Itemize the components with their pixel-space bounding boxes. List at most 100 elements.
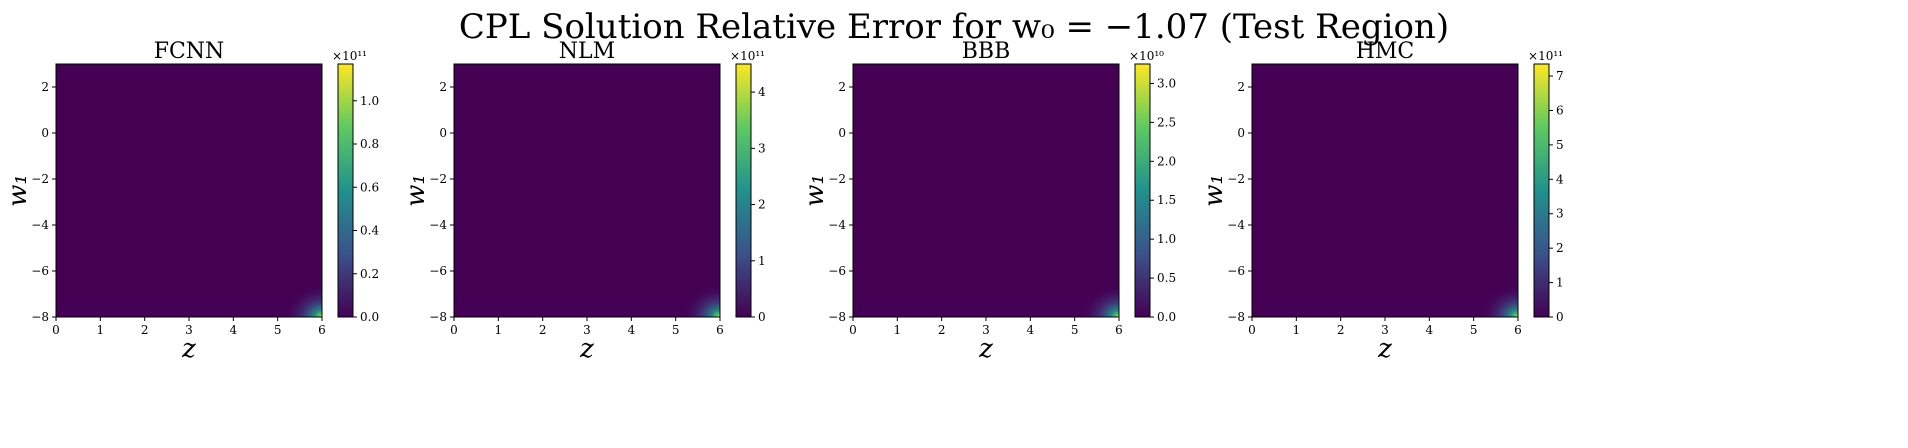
x-tick-label: 6 [1514, 323, 1522, 337]
y-axis-label: w₁ [800, 174, 830, 207]
x-tick-label: 5 [274, 323, 282, 337]
colorbar-tick-label: 3.0 [1157, 76, 1176, 90]
colorbar-tick-label: 1.5 [1157, 193, 1176, 207]
colorbar: 0.0 0.2 0.4 0.6 0.8 1.0 ×10¹¹ [332, 49, 379, 324]
colorbar-tick-label: 0.4 [360, 224, 379, 238]
colorbar-gradient [736, 64, 751, 317]
colorbar-tick-label: 0 [758, 310, 766, 324]
y-tick-label: 0 [41, 126, 49, 140]
y-tick-label: −4 [828, 218, 846, 232]
x-tick-label: 0 [1248, 323, 1256, 337]
y-tick-label: −4 [31, 218, 49, 232]
x-tick-label: 4 [1426, 323, 1434, 337]
y-tick-label: 2 [1237, 80, 1245, 94]
subplot-title: HMC [1356, 39, 1415, 64]
colorbar-tick-label: 2 [758, 198, 766, 212]
colorbar-tick-label: 0.0 [360, 310, 379, 324]
colorbar-tick-label: 1.0 [360, 94, 379, 108]
x-axis-label: z [579, 334, 594, 364]
colorbar-tick-label: 0.2 [360, 267, 379, 281]
colorbar-frame [1134, 63, 1151, 318]
colorbar-tick-label: 1 [1556, 276, 1564, 290]
y-tick-label: −6 [1227, 264, 1245, 278]
x-axis-label: z [978, 334, 993, 364]
subplot-nlm: NLM 0 1 2 3 4 5 6 2 0 −2 −4 −6 −8 z w₁ 0 1 2 3 4 ×10¹¹ [401, 39, 766, 364]
y-tick-label: −6 [828, 264, 846, 278]
x-axis-label: z [1377, 334, 1392, 364]
colorbar-tick-label: 2.5 [1157, 115, 1176, 129]
colorbar-gradient [1135, 64, 1150, 317]
y-tick-label: −2 [31, 172, 49, 186]
subplot-hmc: HMC 0 1 2 3 4 5 6 2 0 −2 −4 −6 −8 z w₁ 0 1 2 3 4 5 6 7 ×10¹¹ [1199, 39, 1564, 364]
y-axis-label: w₁ [1199, 174, 1229, 207]
y-axis-label: w₁ [3, 174, 33, 207]
x-tick-label: 5 [1470, 323, 1478, 337]
x-tick-label: 5 [1071, 323, 1079, 337]
subplot-bbb: BBB 0 1 2 3 4 5 6 2 0 −2 −4 −6 −8 z w₁ 0.0 0.5 1.0 1.5 2.0 2.… [800, 39, 1176, 364]
colorbar-tick-label: 2 [1556, 241, 1564, 255]
x-tick-label: 1 [1293, 323, 1301, 337]
subplots: FCNN 0 1 2 3 4 5 6 2 0 −2 −4 −6 −8 z w₁ 0.0 0.2 0.4 0.6 0.8 1… [3, 39, 1564, 364]
colorbar-frame [735, 63, 752, 318]
y-tick-label: −8 [828, 310, 846, 324]
y-tick-label: −6 [429, 264, 447, 278]
colorbar: 0.0 0.5 1.0 1.5 2.0 2.5 3.0 ×10¹⁰ [1129, 49, 1176, 324]
colorbar-gradient [1534, 64, 1549, 317]
x-tick-label: 2 [141, 323, 149, 337]
x-tick-label: 0 [849, 323, 857, 337]
colorbar-tick-label: 0.0 [1157, 310, 1176, 324]
y-tick-label: 2 [41, 80, 49, 94]
colorbar-tick-label: 4 [1556, 172, 1564, 186]
x-tick-label: 4 [1027, 323, 1035, 337]
y-axis-label: w₁ [401, 174, 431, 207]
x-tick-label: 4 [628, 323, 636, 337]
x-tick-label: 2 [539, 323, 547, 337]
x-tick-label: 5 [672, 323, 680, 337]
colorbar-tick-label: 1 [758, 254, 766, 268]
subplot-title: BBB [962, 39, 1011, 64]
x-tick-label: 1 [495, 323, 503, 337]
x-tick-label: 1 [97, 323, 105, 337]
x-tick-label: 3 [1381, 323, 1389, 337]
colorbar-tick-label: 3 [1556, 207, 1564, 221]
heatmap-hotspot [1049, 257, 1119, 317]
colorbar-tick-label: 2.0 [1157, 154, 1176, 168]
x-tick-label: 6 [1115, 323, 1123, 337]
x-tick-label: 0 [450, 323, 458, 337]
y-tick-label: 0 [1237, 126, 1245, 140]
colorbar-gradient [338, 64, 353, 317]
colorbar-multiplier: ×10¹¹ [730, 49, 765, 63]
subplot-title: NLM [559, 39, 615, 64]
x-tick-label: 6 [318, 323, 326, 337]
colorbar-multiplier: ×10¹¹ [1528, 49, 1563, 63]
x-tick-label: 3 [982, 323, 990, 337]
colorbar-multiplier: ×10¹¹ [332, 49, 367, 63]
y-tick-label: −4 [1227, 218, 1245, 232]
x-tick-label: 0 [52, 323, 60, 337]
y-tick-label: −2 [1227, 172, 1245, 186]
colorbar-frame [337, 63, 354, 318]
colorbar: 0 1 2 3 4 ×10¹¹ [730, 49, 766, 324]
y-tick-label: −4 [429, 218, 447, 232]
x-axis-label: z [181, 334, 196, 364]
y-tick-label: 0 [439, 126, 447, 140]
y-tick-label: −6 [31, 264, 49, 278]
colorbar-tick-label: 6 [1556, 103, 1564, 117]
x-tick-label: 4 [230, 323, 238, 337]
x-tick-label: 3 [185, 323, 193, 337]
colorbar-frame [1533, 63, 1550, 318]
colorbar: 0 1 2 3 4 5 6 7 ×10¹¹ [1528, 49, 1564, 324]
y-tick-label: 0 [838, 126, 846, 140]
y-tick-label: −2 [828, 172, 846, 186]
subplot-fcnn: FCNN 0 1 2 3 4 5 6 2 0 −2 −4 −6 −8 z w₁ 0.0 0.2 0.4 0.6 0.8 1… [3, 39, 379, 364]
colorbar-tick-label: 3 [758, 141, 766, 155]
colorbar-multiplier: ×10¹⁰ [1129, 49, 1164, 63]
colorbar-tick-label: 0.8 [360, 137, 379, 151]
heatmap-hotspot [650, 257, 720, 317]
heatmap-hotspot [252, 257, 322, 317]
x-tick-label: 2 [1337, 323, 1345, 337]
y-tick-label: 2 [439, 80, 447, 94]
x-tick-label: 3 [583, 323, 591, 337]
x-tick-label: 1 [894, 323, 902, 337]
colorbar-tick-label: 0 [1556, 310, 1564, 324]
